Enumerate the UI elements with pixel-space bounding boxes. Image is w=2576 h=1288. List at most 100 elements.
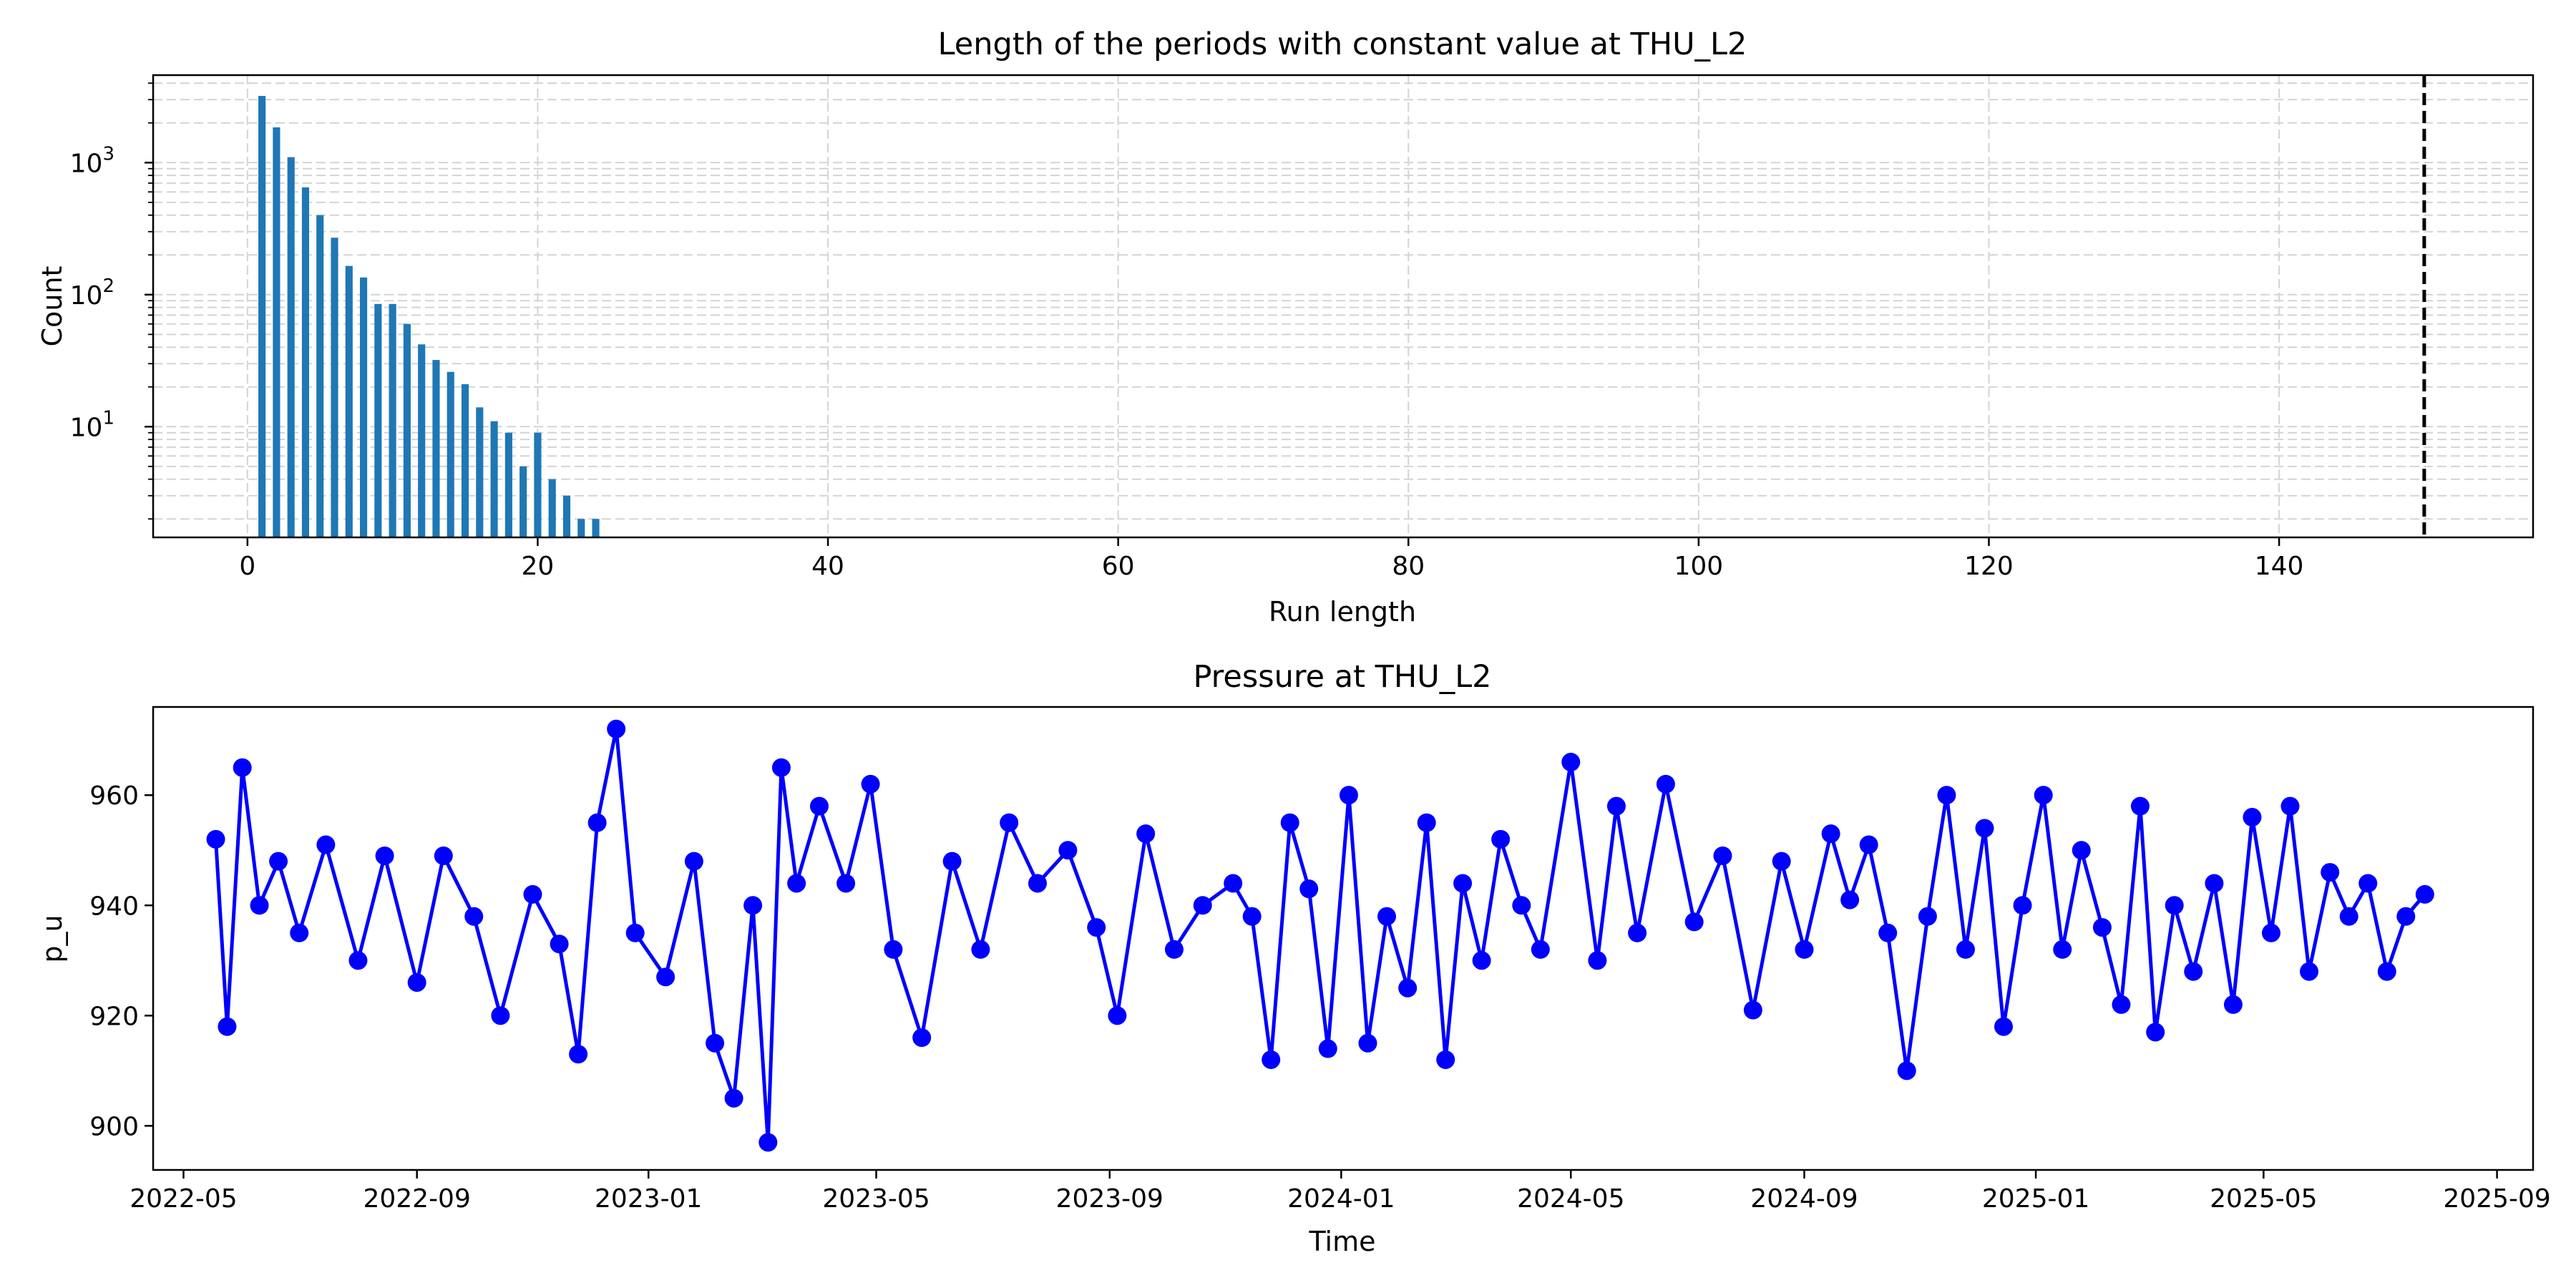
pressure-marker	[569, 1045, 588, 1064]
pressure-marker	[771, 758, 791, 777]
pressure-marker	[2034, 786, 2053, 805]
run-length-bar	[562, 495, 571, 537]
pressure-marker	[464, 907, 484, 926]
pressure-marker	[1878, 923, 1898, 942]
pressure-marker	[2415, 884, 2434, 904]
run-length-x-tick-label: 20	[522, 552, 555, 581]
pressure-marker	[1242, 907, 1262, 926]
pressure-axes-frame	[152, 706, 2534, 1171]
pressure-x-tick-label: 2025-05	[2210, 1184, 2317, 1214]
run-length-bar	[548, 479, 556, 537]
pressure-marker	[348, 951, 368, 970]
pressure-marker	[1956, 940, 1975, 959]
pressure-marker	[2112, 995, 2131, 1014]
run-length-bar	[345, 265, 353, 537]
run-length-bar	[490, 421, 498, 537]
pressure-y-tick-label: 920	[89, 1002, 139, 1031]
pressure-panel: Pressure at THU_L2 2022-05 2022-09 2023-01…	[36, 659, 2551, 1257]
run-length-x-tick-label: 140	[2255, 552, 2304, 581]
pressure-marker	[2280, 796, 2300, 816]
pressure-marker	[434, 846, 453, 865]
pressure-marker	[758, 1133, 778, 1152]
pressure-marker	[1684, 912, 1704, 932]
run-length-x-tick-label: 40	[811, 552, 844, 581]
pressure-marker	[1164, 940, 1184, 959]
pressure-marker	[1897, 1061, 1916, 1080]
pressure-marker	[1561, 753, 1581, 772]
pressure-y-ticks: 900 920 940 960	[89, 781, 153, 1141]
run-length-x-ticks: 0 20 40 60 80 100 120 140	[239, 537, 2303, 581]
pressure-marker	[1821, 824, 1840, 844]
pressure-marker	[2377, 962, 2396, 981]
pressure-marker	[250, 896, 269, 915]
pressure-marker	[2184, 962, 2203, 981]
pressure-marker	[587, 813, 607, 832]
run-length-bar	[577, 519, 585, 537]
pressure-x-tick-label: 2023-09	[1056, 1184, 1163, 1214]
pressure-line	[214, 727, 2426, 1144]
run-length-x-tick-label: 120	[1964, 552, 2014, 581]
run-length-bar	[389, 303, 396, 537]
pressure-marker	[1058, 841, 1078, 860]
pressure-marker	[1377, 907, 1397, 926]
pressure-marker	[942, 852, 962, 871]
run-length-x-label: Run length	[1269, 596, 1416, 628]
pressure-marker	[724, 1088, 743, 1108]
pressure-marker	[1472, 951, 1491, 970]
pressure-marker	[407, 973, 426, 992]
pressure-title: Pressure at THU_L2	[1193, 659, 1491, 695]
pressure-marker	[1491, 829, 1511, 849]
pressure-x-tick-label: 2024-09	[1750, 1184, 1858, 1214]
pressure-marker	[1136, 824, 1156, 844]
pressure-marker	[1512, 896, 1531, 915]
pressure-marker	[684, 852, 703, 871]
pressure-marker	[206, 829, 225, 849]
pressure-marker	[1713, 846, 1732, 865]
run-length-bar	[476, 407, 484, 537]
pressure-marker	[1628, 923, 1647, 942]
pressure-marker	[1299, 879, 1319, 899]
run-length-bar	[331, 238, 338, 537]
run-length-bar	[258, 96, 266, 537]
run-length-y-ticks: 101 102 103	[70, 82, 153, 520]
pressure-marker	[971, 940, 990, 959]
run-length-bar	[504, 432, 512, 537]
run-length-bar	[316, 215, 324, 537]
run-length-x-tick-label: 0	[239, 552, 255, 581]
pressure-series	[206, 719, 2434, 1152]
pressure-y-tick-label: 940	[89, 892, 139, 921]
run-length-y-tick-label: 101	[70, 407, 114, 442]
pressure-marker	[1859, 835, 1878, 854]
pressure-marker	[2339, 907, 2358, 926]
pressure-marker	[2223, 995, 2243, 1014]
pressure-marker	[523, 884, 542, 904]
pressure-marker	[269, 852, 288, 871]
run-length-bar	[273, 127, 280, 537]
pressure-y-label: p_u	[36, 914, 68, 962]
pressure-marker	[2165, 896, 2184, 915]
pressure-x-tick-label: 2025-09	[2443, 1184, 2550, 1214]
pressure-marker	[706, 1033, 725, 1053]
run-length-bars	[258, 96, 600, 537]
run-length-grid	[153, 75, 2533, 537]
pressure-marker	[1339, 786, 1358, 805]
pressure-marker	[316, 835, 336, 854]
pressure-marker	[1656, 774, 1675, 794]
pressure-marker	[625, 923, 645, 942]
pressure-marker	[1436, 1050, 1455, 1069]
run-length-bar	[461, 384, 469, 537]
pressure-marker	[1772, 852, 1791, 871]
pressure-x-ticks: 2022-05 2022-09 2023-01 2023-05 2023-09 2024-…	[130, 1170, 2551, 1214]
run-length-bar	[534, 432, 542, 537]
run-length-bar	[432, 360, 440, 537]
pressure-marker	[1280, 813, 1299, 832]
pressure-marker	[375, 846, 394, 865]
run-length-bar	[447, 371, 454, 537]
pressure-marker	[1937, 786, 1956, 805]
pressure-marker	[2053, 940, 2072, 959]
run-length-bar	[592, 519, 600, 537]
pressure-marker	[2205, 874, 2224, 893]
pressure-marker	[884, 940, 903, 959]
pressure-marker	[2092, 918, 2112, 937]
